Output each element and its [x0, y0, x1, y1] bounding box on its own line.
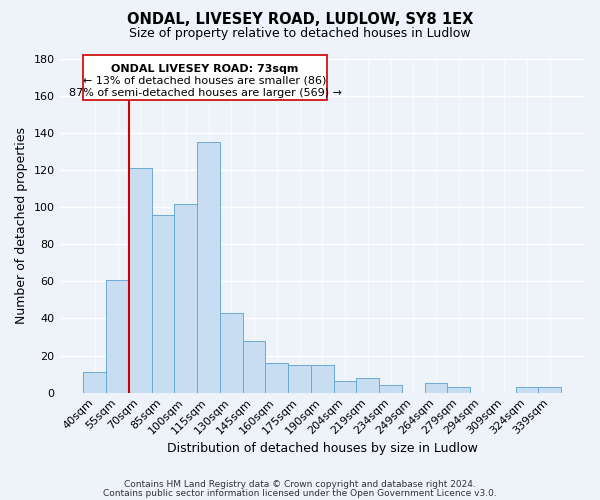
Bar [311, 365, 334, 392]
Bar [242, 340, 265, 392]
Bar [356, 378, 379, 392]
Bar [106, 280, 129, 392]
Bar [197, 142, 220, 392]
Text: ← 13% of detached houses are smaller (86): ← 13% of detached houses are smaller (86… [83, 76, 327, 86]
Bar [538, 387, 561, 392]
Bar [379, 385, 402, 392]
Text: 87% of semi-detached houses are larger (569) →: 87% of semi-detached houses are larger (… [68, 88, 341, 98]
Bar [175, 204, 197, 392]
Text: Contains public sector information licensed under the Open Government Licence v3: Contains public sector information licen… [103, 488, 497, 498]
Bar [129, 168, 152, 392]
Bar [334, 382, 356, 392]
Bar [288, 365, 311, 392]
Text: Size of property relative to detached houses in Ludlow: Size of property relative to detached ho… [129, 28, 471, 40]
Text: Contains HM Land Registry data © Crown copyright and database right 2024.: Contains HM Land Registry data © Crown c… [124, 480, 476, 489]
Bar [83, 372, 106, 392]
Bar [220, 313, 242, 392]
Y-axis label: Number of detached properties: Number of detached properties [15, 128, 28, 324]
Bar [152, 214, 175, 392]
Bar [448, 387, 470, 392]
X-axis label: Distribution of detached houses by size in Ludlow: Distribution of detached houses by size … [167, 442, 478, 455]
Text: ONDAL LIVESEY ROAD: 73sqm: ONDAL LIVESEY ROAD: 73sqm [112, 64, 299, 74]
Text: ONDAL, LIVESEY ROAD, LUDLOW, SY8 1EX: ONDAL, LIVESEY ROAD, LUDLOW, SY8 1EX [127, 12, 473, 28]
Bar [83, 56, 327, 100]
Bar [515, 387, 538, 392]
Bar [425, 384, 448, 392]
Bar [265, 363, 288, 392]
